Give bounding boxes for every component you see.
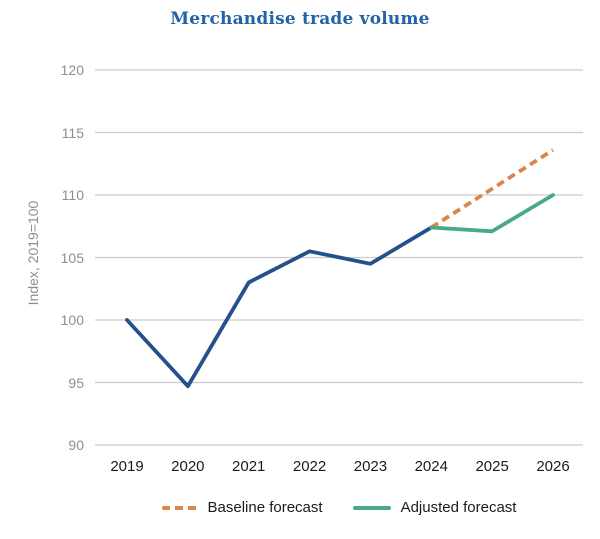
chart-title: Merchandise trade volume (170, 9, 430, 29)
series-line-adjusted-forecast (429, 193, 555, 234)
x-tick-label-2025: 2025 (475, 458, 509, 475)
series-line-historical (125, 225, 434, 389)
y-tick-label-115: 115 (61, 124, 84, 141)
adjusted-solid-line-swatch-icon (352, 505, 391, 510)
y-tick-label-100: 100 (60, 312, 84, 328)
x-tick-label-2022: 2022 (292, 458, 327, 475)
legend-label-adjusted: Adjusted forecast (400, 499, 517, 516)
x-tick-label-2021: 2021 (232, 458, 266, 475)
legend-label-baseline: Baseline forecast (207, 499, 323, 516)
chart-legend: Baseline forecast Adjusted forecast (95, 499, 583, 516)
y-tick-label-90: 90 (68, 437, 84, 453)
x-tick-label-2020: 2020 (171, 458, 205, 475)
y-tick-label-95: 95 (68, 374, 84, 391)
series-line-baseline-forecast (430, 148, 555, 230)
legend-item-adjusted-forecast: Adjusted forecast (352, 499, 517, 516)
baseline-dashed-line-swatch-icon (161, 505, 198, 510)
y-tick-label-120: 120 (60, 62, 84, 78)
x-tick-label-2024: 2024 (414, 458, 448, 475)
legend-item-baseline-forecast: Baseline forecast (161, 499, 323, 516)
y-tick-label-105: 105 (60, 249, 84, 266)
x-tick-label-2019: 2019 (110, 458, 144, 475)
x-tick-label-2023: 2023 (353, 458, 388, 475)
y-tick-label-110: 110 (61, 187, 84, 203)
x-tick-label-2026: 2026 (536, 458, 570, 475)
